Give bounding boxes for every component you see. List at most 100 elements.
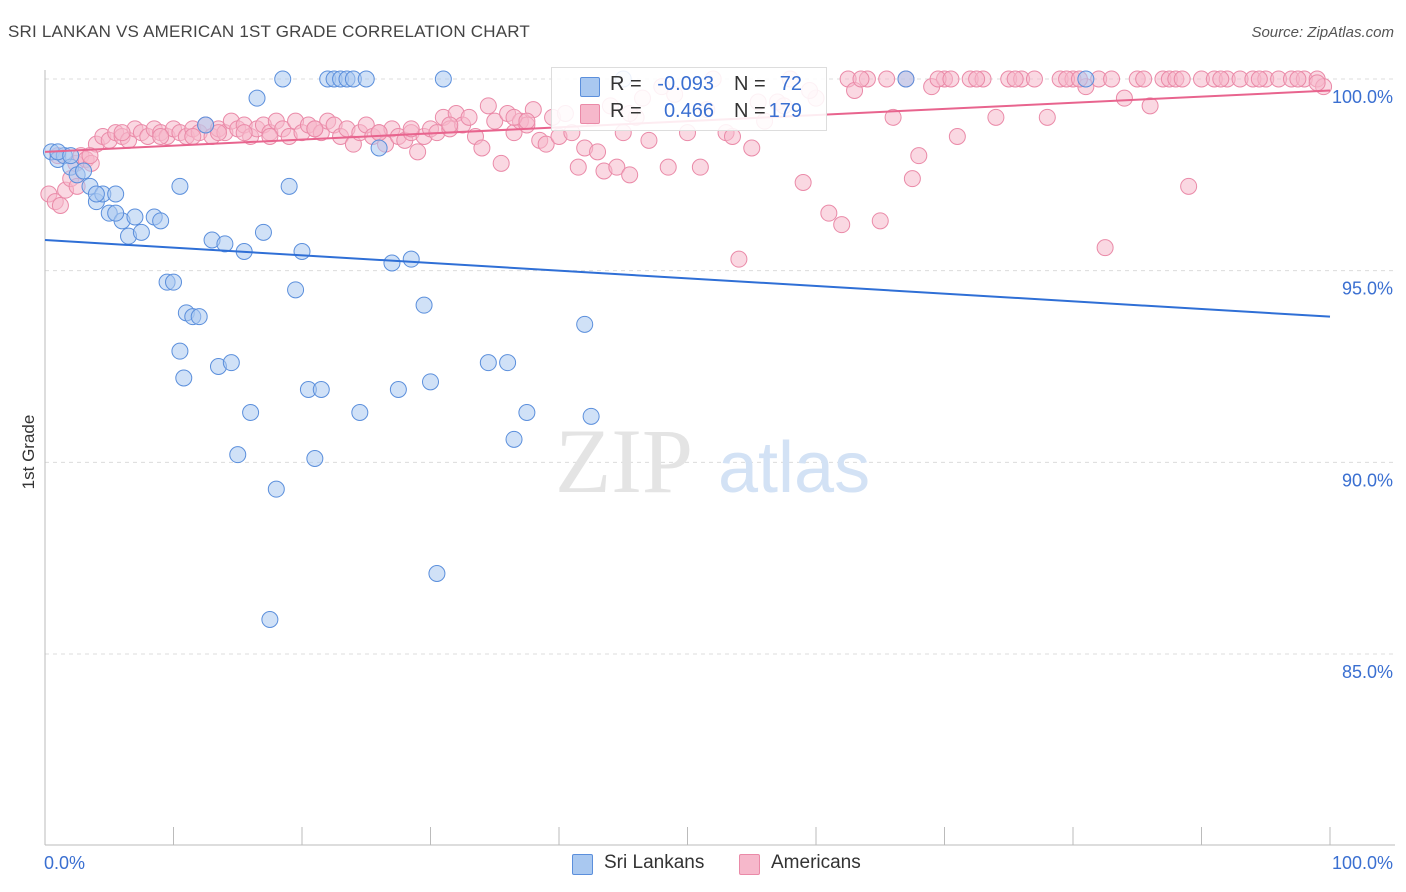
sri-lankan-point [312,381,330,398]
legend-n-value: 72 [779,73,802,95]
american-point [1103,70,1121,88]
y-tick-labels: 100.0% 95.0% 90.0% 85.0% [1332,87,1393,682]
sri-lankan-point [505,430,523,448]
american-point [1212,70,1230,88]
american-point [441,116,459,134]
sri-lankan-point [216,235,234,253]
american-point [1141,97,1159,115]
american-point [184,128,202,145]
american-point [235,124,253,142]
sri-lankan-point [261,611,279,628]
american-point [1135,70,1153,88]
american-point [1250,70,1268,88]
american-point [473,139,491,157]
sri-lankan-point [582,407,600,425]
american-point [910,147,928,165]
chart-title: SRI LANKAN VS AMERICAN 1ST GRADE CORRELA… [8,22,531,41]
sri-lankan-point [171,342,189,360]
legend-r-value: 0.466 [663,100,714,122]
american-point [884,108,902,126]
legend-swatch-blue [572,854,593,875]
american-point [589,143,607,161]
sri-lankan-point [274,70,292,88]
american-point [852,70,870,88]
legend-n-label: N = [734,100,766,122]
bottom-legend-sri-lankans[interactable]: Sri Lankans [572,852,732,876]
american-point [537,135,555,153]
y-tick-label: 95.0% [1342,279,1393,299]
american-point [942,70,960,88]
sri-lankan-point [222,354,240,372]
sri-lankan-point [370,139,388,157]
sri-lankan-point [242,404,260,421]
sri-lankan-point [422,373,439,391]
bottom-legend-americans[interactable]: Americans [739,852,899,876]
american-point [1173,70,1191,88]
american-point [640,131,658,149]
sri-lankan-point [1077,70,1095,88]
legend-swatch-pink [739,854,760,875]
legend-r-label: R = [610,73,642,95]
sri-lankan-point [126,208,144,226]
sri-lankan-point [165,273,182,291]
sri-lankan-point [499,354,517,372]
sri-lankan-point [280,177,298,195]
legend-r-value: -0.093 [657,73,714,95]
americans-points [40,70,1333,268]
sri-lankan-point [415,296,433,314]
y-axis-label: 1st Grade [19,415,38,490]
sri-lankan-point [267,480,285,498]
sri-lankan-point [897,70,915,88]
american-point [743,139,761,157]
american-point [1115,89,1133,107]
sri-lankan-point [351,404,369,421]
watermark: ZIP atlas [555,410,870,512]
sri-lankan-point [107,185,125,203]
sri-lankan-point [357,70,375,88]
sri-lankan-point [171,177,189,195]
american-point [518,112,536,130]
american-point [479,97,497,115]
sri-lankan-point [107,204,125,222]
stats-legend: R = -0.093 N = 72 R = 0.466 N = 179 [551,67,827,131]
sri-lankan-point [576,315,594,333]
sri-lankan-point [383,254,401,272]
american-point [878,70,896,88]
american-point [81,147,99,165]
y-tick-label: 100.0% [1332,87,1393,107]
legend-r-label: R = [610,100,642,122]
y-tick-label: 85.0% [1342,662,1393,682]
american-point [948,128,966,145]
legend-swatch-blue [580,77,600,97]
american-point [1025,70,1043,88]
american-point [1038,108,1056,126]
american-point [569,158,587,176]
american-point [833,216,851,234]
american-point [409,143,427,161]
sri-lankan-point [254,223,272,241]
legend-n-value: 179 [768,100,802,122]
american-point [1180,177,1198,195]
sri-lankan-point [287,281,305,299]
sri-lankan-point [152,212,170,230]
sri-lankan-point [428,565,446,582]
american-point [730,250,748,268]
sri-lankan-point [87,185,105,203]
x-tick-label-left: 0.0% [44,853,85,873]
legend-swatch-pink [580,104,600,124]
gridlines [45,78,1395,655]
american-point [486,112,504,130]
sri-lankans-points [42,70,1095,628]
american-point [621,166,639,184]
sri-lankan-point [402,250,420,268]
sri-lankan-point [389,381,407,398]
american-point [794,174,812,191]
american-point [659,158,677,176]
american-point [460,108,478,126]
watermark-atlas: atlas [718,428,870,508]
american-point [1308,74,1326,92]
american-point [1006,70,1024,88]
sri-lankan-point [306,450,324,467]
legend-n-label: N = [734,73,766,95]
